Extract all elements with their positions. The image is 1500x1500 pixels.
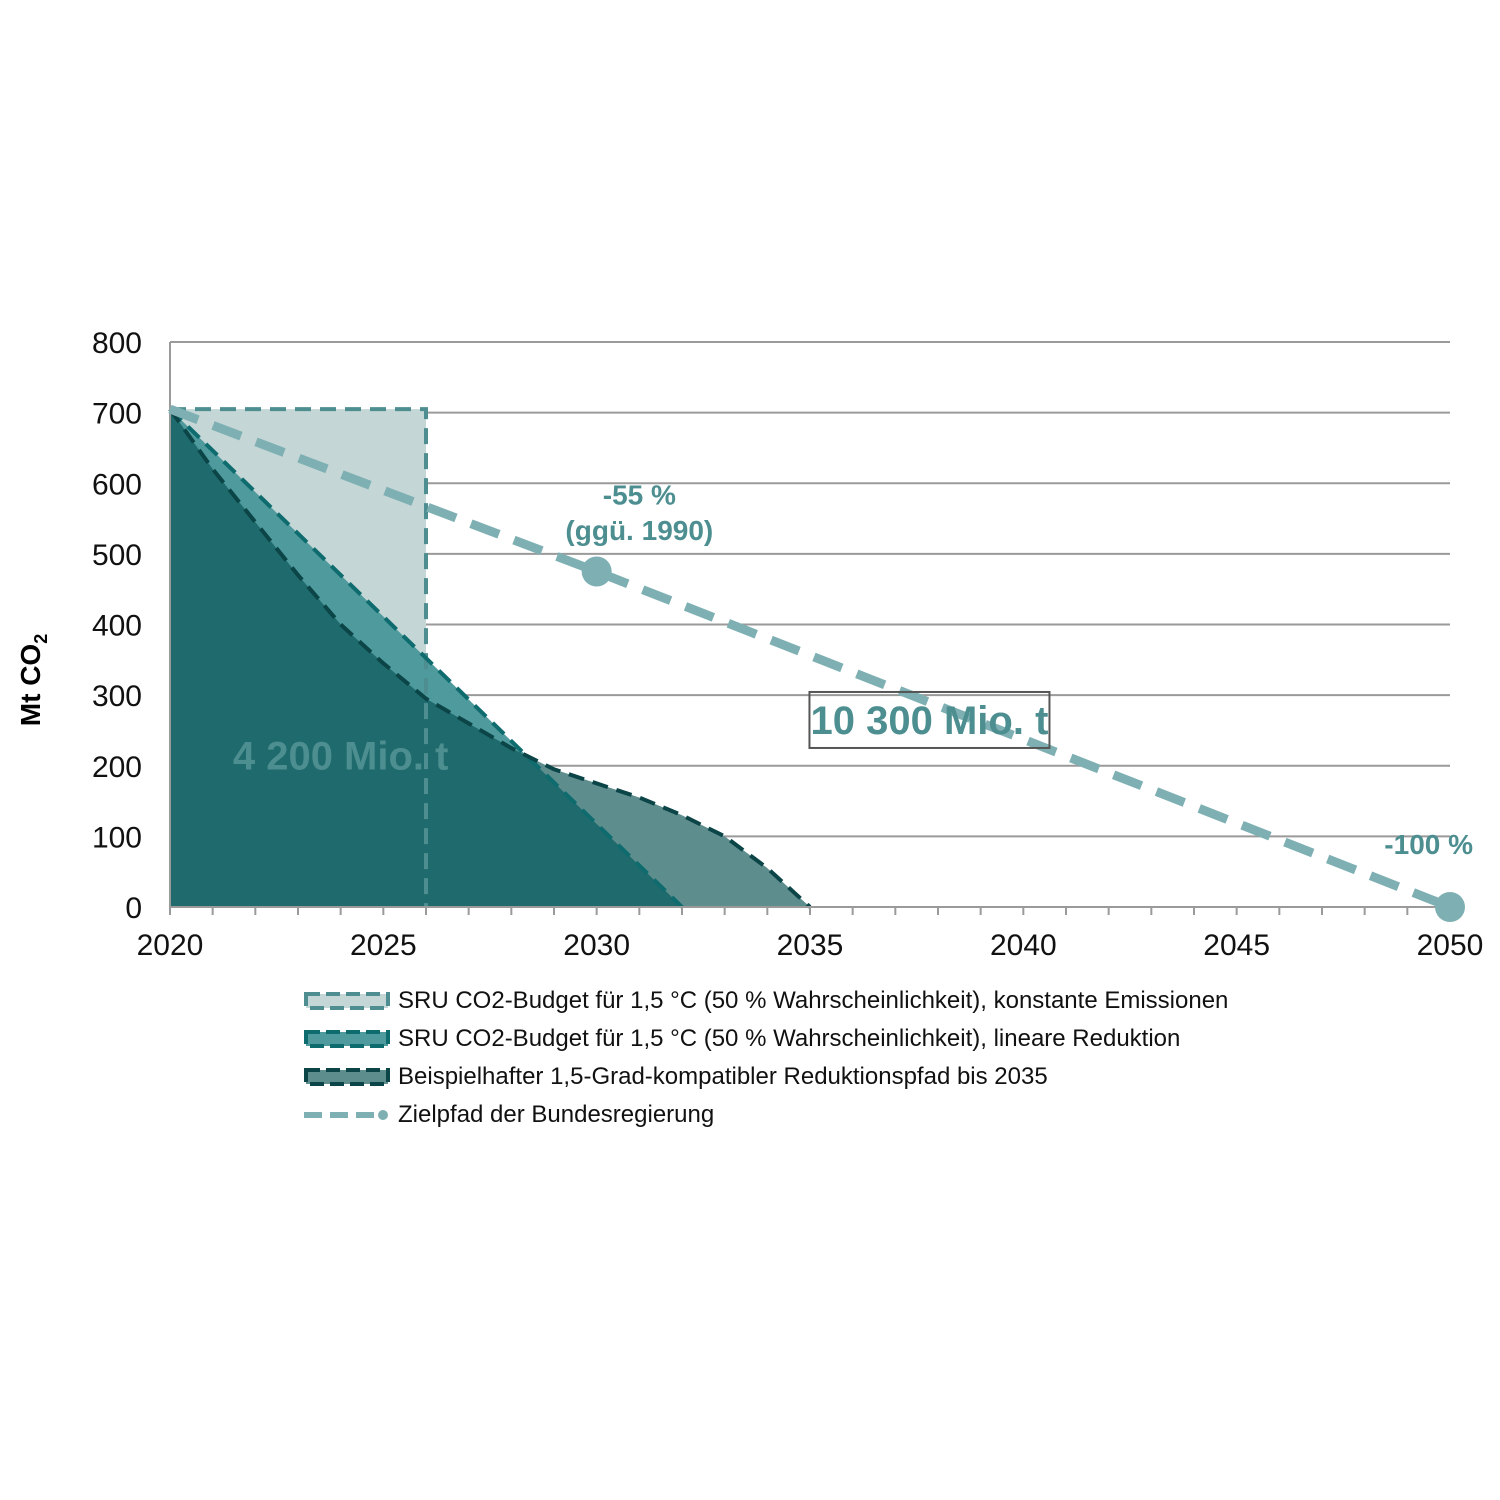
legend-label: Beispielhafter 1,5-Grad-kompatibler Redu… <box>398 1063 1048 1090</box>
annotation: (ggü. 1990) <box>565 515 713 546</box>
annotation: -100 % <box>1384 829 1473 860</box>
x-tick-label: 2050 <box>1417 929 1484 962</box>
legend: SRU CO2-Budget für 1,5 °C (50 % Wahrsche… <box>300 982 1228 1134</box>
axes: 0 100 200 300 400 500 600 700 800 2020 2025 2030 203… <box>92 327 1483 962</box>
x-tick-label: 2040 <box>990 929 1057 962</box>
legend-item: SRU CO2-Budget für 1,5 °C (50 % Wahrsche… <box>300 982 1228 1020</box>
y-tick-label: 0 <box>125 892 142 925</box>
annotation-box <box>808 690 1051 749</box>
target-marker <box>581 556 612 587</box>
x-tick-label: 2030 <box>563 929 630 962</box>
target-path <box>168 404 1465 922</box>
legend-swatch-area <box>304 1030 390 1048</box>
x-tick-label: 2045 <box>1203 929 1270 962</box>
legend-swatch <box>304 992 390 1010</box>
target-path-line <box>168 404 1452 912</box>
outline-linear-reduction <box>168 407 684 909</box>
legend-swatch <box>304 1110 388 1120</box>
y-tick-label: 800 <box>92 327 142 360</box>
y-axis-title: Mt CO2 <box>15 634 51 726</box>
outline-example-path <box>168 407 812 909</box>
target-marker <box>1435 892 1465 922</box>
emissions-chart: 0 100 200 300 400 500 600 700 800 2020 2025 2030 203… <box>15 327 1483 962</box>
legend-item: Beispielhafter 1,5-Grad-kompatibler Redu… <box>300 1058 1228 1096</box>
outline-constant-emissions <box>170 407 428 907</box>
legend-label: Zielpfad der Bundesregierung <box>398 1101 715 1128</box>
budget-areas <box>168 407 812 909</box>
annotation: 4 200 Mio. t <box>233 734 449 778</box>
legend-label: SRU CO2-Budget für 1,5 °C (50 % Wahrsche… <box>398 1025 1181 1052</box>
legend-swatch <box>304 1030 390 1048</box>
legend-label: SRU CO2-Budget für 1,5 °C (50 % Wahrsche… <box>398 987 1229 1014</box>
x-tick-label: 2025 <box>350 929 417 962</box>
annotation: 10 300 Mio. t <box>811 699 1049 743</box>
y-tick-label: 400 <box>92 610 142 643</box>
legend-swatch <box>304 1068 390 1086</box>
legend-item: SRU CO2-Budget für 1,5 °C (50 % Wahrsche… <box>300 1020 1228 1058</box>
y-tick-label: 100 <box>92 821 142 854</box>
y-tick-label: 500 <box>92 539 142 572</box>
legend-swatch-marker <box>378 1110 388 1120</box>
x-tick-label: 2035 <box>777 929 844 962</box>
legend-item: Zielpfad der Bundesregierung <box>300 1096 1228 1134</box>
annotations: 4 200 Mio. t 10 300 Mio. t -55 % (ggü. 1990… <box>233 479 1473 860</box>
x-tick-label: 2020 <box>137 929 204 962</box>
y-tick-label: 200 <box>92 751 142 784</box>
y-tick-label: 300 <box>92 680 142 713</box>
y-axis-label: Mt CO2 <box>15 634 51 726</box>
y-tick-label: 700 <box>92 398 142 431</box>
y-tick-label: 600 <box>92 468 142 501</box>
legend-swatch-area <box>304 1068 390 1086</box>
legend-swatch-area <box>304 992 390 1010</box>
annotation: -55 % <box>603 479 676 510</box>
